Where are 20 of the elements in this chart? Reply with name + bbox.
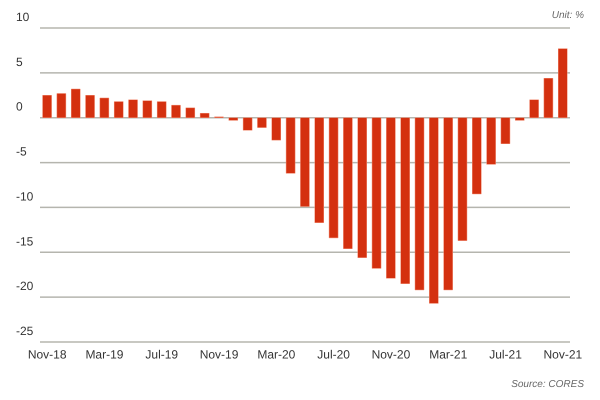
x-tick-label: Jul-20: [317, 348, 350, 362]
y-tick-label: -25: [16, 324, 34, 338]
x-tick-label: Mar-21: [429, 348, 468, 362]
y-tick-label: -15: [16, 234, 34, 248]
y-tick-label: 0: [16, 100, 23, 114]
y-tick-label: -5: [16, 144, 27, 159]
x-tick-label: Nov-18: [28, 348, 67, 362]
x-tick-label: Mar-20: [257, 348, 296, 362]
y-tick-label: -20: [16, 279, 34, 294]
x-tick-label: Jul-21: [489, 348, 522, 362]
source-note: Source: CORES: [511, 379, 584, 390]
y-tick-label: 10: [16, 10, 30, 24]
x-tick-label: Nov-19: [200, 348, 239, 362]
x-tick-label: Nov-21: [543, 348, 583, 362]
text: Unit: %: [552, 10, 584, 21]
x-tick-label: Mar-19: [85, 348, 124, 362]
y-tick-label: 5: [16, 54, 23, 69]
x-tick-label: Jul-19: [145, 348, 178, 362]
x-tick-label: Nov-20: [372, 348, 411, 362]
y-tick-label: -10: [16, 189, 34, 204]
